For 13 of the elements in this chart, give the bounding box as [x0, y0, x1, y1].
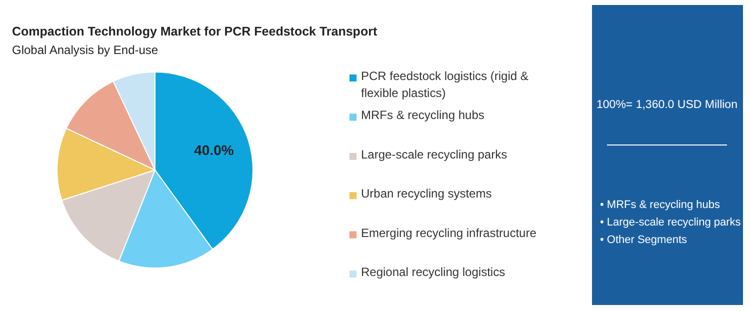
- text: 100%= 1,360.0 USD Million: [596, 99, 738, 111]
- chart-title: Compaction Technology Market for PCR Feedstock Transport: [12, 24, 378, 38]
- legend-label: Emerging recycling infrastructure: [361, 226, 537, 240]
- text: • MRFs & recycling hubs: [600, 199, 720, 211]
- legend-label: PCR feedstock logistics (rigid & flexible plastics): [361, 69, 528, 100]
- text: • Other Segments: [600, 234, 688, 246]
- legend-label: MRFs & recycling hubs: [361, 108, 484, 122]
- text: • Large-scale recycling parks: [600, 216, 742, 228]
- legend-label: Large-scale recycling parks: [361, 147, 508, 162]
- chart-subtitle: Global Analysis by End-use: [12, 43, 158, 57]
- legend-label: Regional recycling logistics: [361, 265, 506, 279]
- data-label: 40.0%: [194, 142, 234, 158]
- legend-label: Urban recycling systems: [361, 186, 492, 201]
